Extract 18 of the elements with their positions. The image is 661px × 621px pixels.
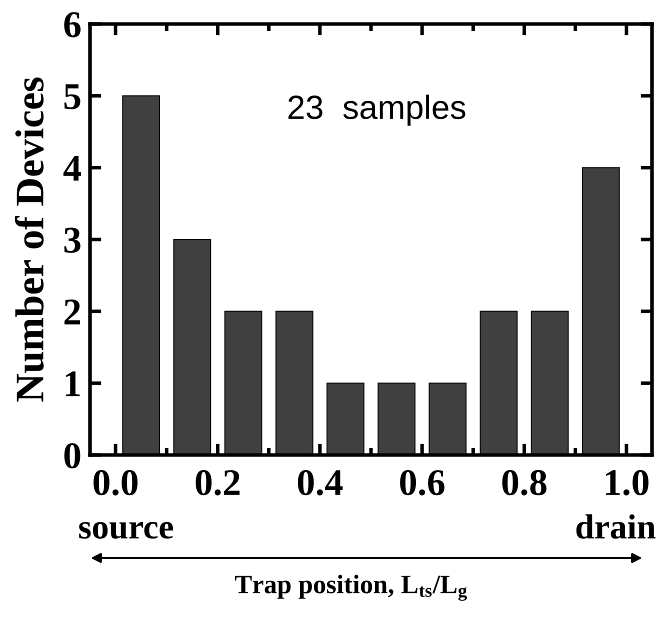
x-tick-label: 0.6 <box>400 470 444 496</box>
x-tick-label: 0.8 <box>502 470 546 496</box>
y-tick-label: 0 <box>64 443 80 468</box>
y-tick-label: 4 <box>63 156 81 181</box>
y-tick-label: 5 <box>64 84 80 110</box>
text: source <box>79 522 174 539</box>
y-tick-label: 6 <box>64 12 81 38</box>
y-axis-title: Number of Devices <box>14 78 44 402</box>
x-axis-title: Trap position, L$_{ts}$/L$_{g}$ <box>234 574 467 601</box>
y-tick-label: 1 <box>66 371 80 396</box>
y-tick-label: 2 <box>64 300 80 324</box>
x-tick-label: 0.4 <box>298 470 343 496</box>
text: drain <box>576 514 656 539</box>
y-tick-label: 3 <box>64 228 80 253</box>
x-tick-label: 0.0 <box>94 470 138 496</box>
annotation: 23 samples <box>288 94 466 126</box>
x-tick-label: 1.0 <box>606 470 648 496</box>
x-tick-label: 0.2 <box>196 470 240 496</box>
